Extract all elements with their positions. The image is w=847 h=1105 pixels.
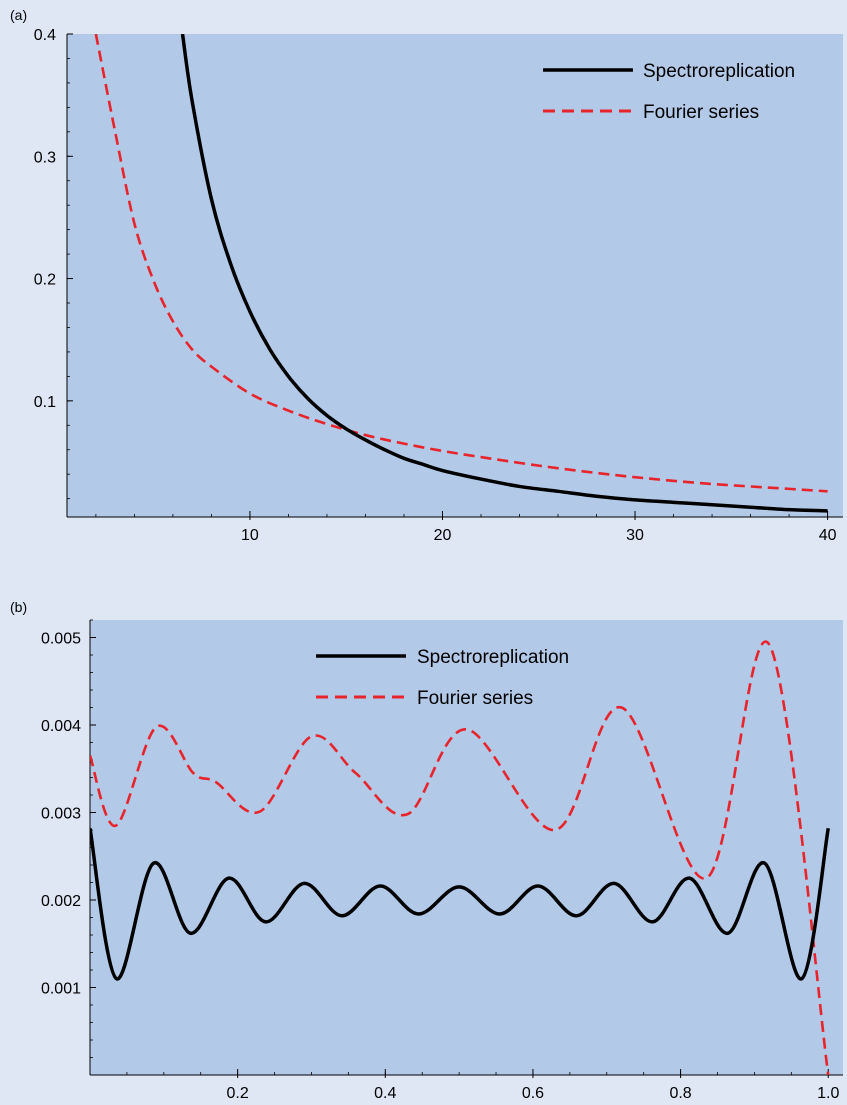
x-tick-label: 20 xyxy=(434,527,452,544)
x-tick-label: 0.2 xyxy=(227,1085,249,1102)
series-line-fourier-b xyxy=(90,640,830,1075)
x-tick-label: 30 xyxy=(626,527,644,544)
axes-a: 10 20 30 40 0.1 0.2 0.3 0.4 xyxy=(34,27,843,544)
y-tick-label: 0.1 xyxy=(34,394,56,411)
x-tick-label: 10 xyxy=(241,527,259,544)
panel-label-b: (b) xyxy=(10,599,27,615)
chart-panel-a: (a) 10 20 30 40 0.1 0.2 0.3 0.4 Spectroreplicat… xyxy=(10,7,843,544)
series-line-spectroreplication-a xyxy=(180,34,828,513)
y-tick-label: 0.2 xyxy=(34,272,56,289)
series-lines-b xyxy=(90,640,830,1075)
x-tick-label: 40 xyxy=(819,527,837,544)
chart-panel-b: (b) 0.2 0.4 0.6 0.8 1.00.0010.0020.0030.0040… xyxy=(10,599,843,1102)
x-tick-label: 0.6 xyxy=(522,1085,544,1102)
panel-label-a: (a) xyxy=(10,7,27,23)
legend-a: Spectroreplication Fourier series xyxy=(543,61,795,123)
y-tick-label: 0.4 xyxy=(34,27,56,44)
legend-label-fourier-a: Fourier series xyxy=(643,102,759,123)
y-tick-label: 0.002 xyxy=(41,893,81,910)
y-tick-label: 0.004 xyxy=(41,718,81,735)
y-tick-label: 0.005 xyxy=(41,631,81,648)
y-tick-label: 0.003 xyxy=(41,806,81,823)
series-line-fourier-a xyxy=(94,34,828,493)
x-tick-label: 0.4 xyxy=(374,1085,396,1102)
series-lines-a xyxy=(94,34,828,513)
plot-area-b xyxy=(90,620,843,1075)
series-line-spectroreplication-b xyxy=(90,827,830,981)
plot-area-a xyxy=(67,34,843,517)
y-tick-label: 0.001 xyxy=(41,981,81,998)
x-tick-label: 0.8 xyxy=(669,1085,691,1102)
y-tick-label: 0.3 xyxy=(34,149,56,166)
legend-b: Spectroreplication Fourier series xyxy=(316,647,569,709)
legend-label-fourier-b: Fourier series xyxy=(417,688,533,709)
legend-label-spectroreplication-b: Spectroreplication xyxy=(417,647,569,668)
x-tick-label: 1.0 xyxy=(817,1085,839,1102)
legend-label-spectroreplication-a: Spectroreplication xyxy=(643,61,795,82)
axes-b: 0.2 0.4 0.6 0.8 1.0 0.001 0.002 0.003 0.004 0.005 xyxy=(41,619,843,1102)
